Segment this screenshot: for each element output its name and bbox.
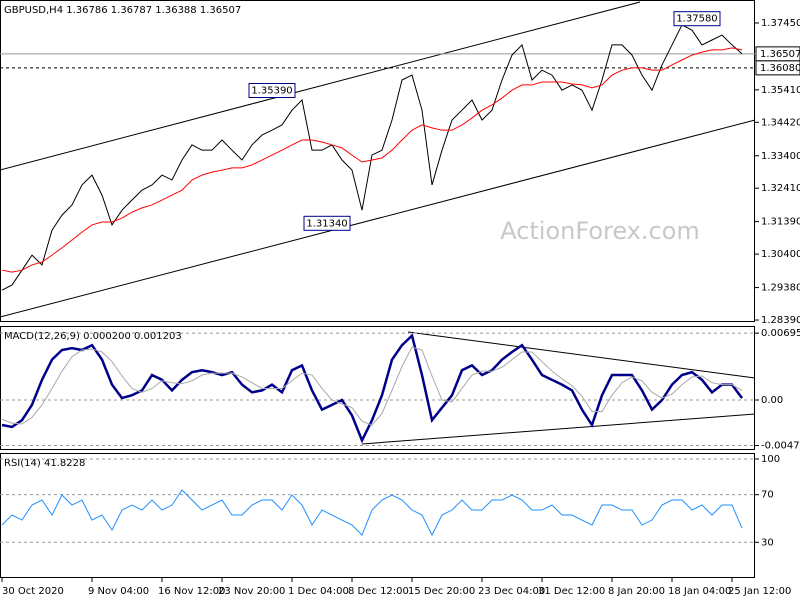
series-line: [1, 24, 743, 291]
channel-upper: [0, 1, 641, 171]
y-tick-label: 70: [761, 490, 774, 501]
price-label-box: [755, 60, 800, 76]
y-tick-label: 1.32410: [761, 183, 800, 194]
y-tick-label: 1.29380: [761, 283, 800, 294]
y-tick-label: 1.31390: [761, 217, 800, 228]
series-line: [1, 333, 744, 444]
y-tick-label: 0.006956: [761, 328, 800, 339]
price-label: 1.36080: [760, 63, 800, 74]
triangle-lower: [361, 413, 756, 445]
x-tick-label: 16 Nov 12:00: [158, 586, 225, 597]
x-tick-label: 23 Nov 20:00: [218, 586, 285, 597]
macd-panel: [0, 326, 755, 450]
y-tick-label: 1.37450: [761, 18, 800, 29]
annotation-box: [248, 83, 296, 99]
y-tick-label: 1.28390: [761, 315, 800, 326]
series-line: [1, 346, 743, 426]
x-tick-label: 23 Dec 04:00: [478, 586, 545, 597]
series-line: [1, 47, 743, 273]
y-tick-label: 1.30400: [761, 249, 800, 260]
x-tick-label: 31 Dec 12:00: [538, 586, 605, 597]
x-tick-label: 18 Jan 04:00: [668, 586, 731, 597]
x-tick-label: 8 Dec 12:00: [348, 586, 409, 597]
x-tick-label: 1 Dec 04:00: [288, 586, 349, 597]
annotation-label: 1.31340: [306, 218, 347, 229]
annotation-box: [303, 215, 351, 231]
channel-lower: [0, 119, 756, 318]
y-tick-label: 100: [761, 454, 780, 465]
panel-title: RSI(14) 41.8228: [4, 458, 85, 469]
y-tick-label: 30: [761, 537, 774, 548]
x-tick-label: 8 Jan 20:00: [608, 586, 665, 597]
annotation-label: 1.35390: [251, 86, 292, 97]
annotation-label: 1.37580: [676, 14, 717, 25]
rsi-panel: [0, 453, 755, 578]
triangle-upper: [407, 331, 756, 379]
y-tick-label: 1.35410: [761, 85, 800, 96]
panel-title: GBPUSD,H4 1.36786 1.36787 1.36388 1.3650…: [4, 5, 241, 16]
x-tick-label: 30 Oct 2020: [2, 586, 64, 597]
price-panel: [0, 0, 755, 322]
watermark: ActionForex.com: [500, 217, 700, 245]
series-line: [1, 489, 743, 537]
x-tick-label: 9 Nov 04:00: [88, 586, 149, 597]
y-tick-label: -0.004736: [761, 441, 800, 452]
y-tick-label: 1.33400: [761, 151, 800, 162]
x-tick-label: 25 Jan 12:00: [728, 586, 791, 597]
x-tick-label: 15 Dec 20:00: [408, 586, 475, 597]
panel-title: MACD(12,26,9) 0.000200 0.001203: [4, 331, 182, 342]
y-tick-label: 0.00: [761, 395, 783, 406]
annotation-box: [673, 11, 721, 27]
y-tick-label: 1.34420: [761, 117, 800, 128]
price-label: 1.36507: [760, 49, 800, 60]
